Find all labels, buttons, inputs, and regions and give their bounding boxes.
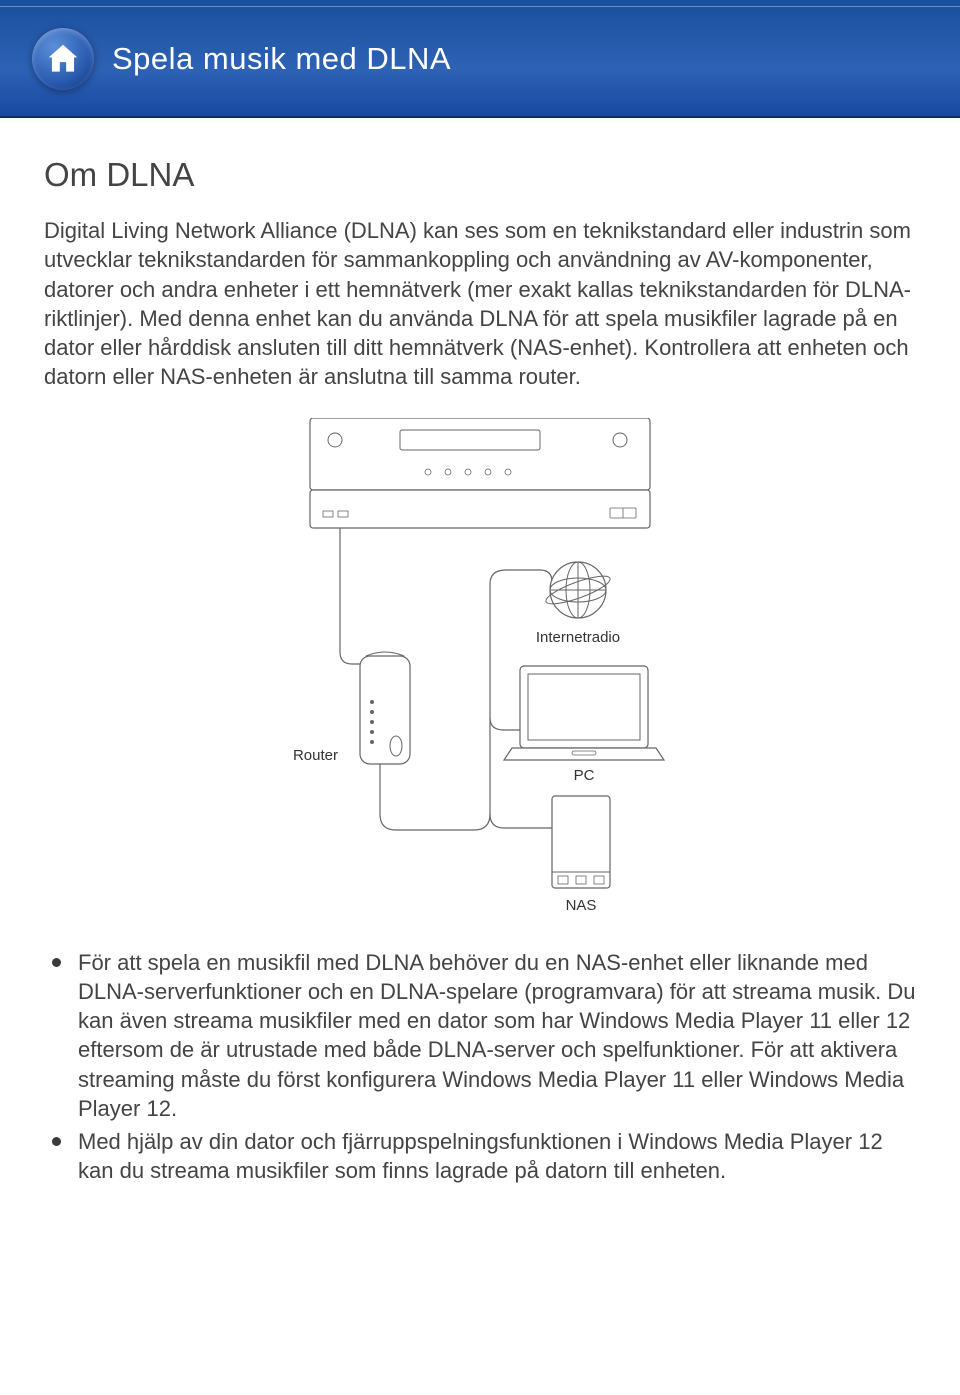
label-nas: NAS <box>566 897 597 914</box>
globe-node <box>543 562 612 618</box>
page-title: Spela musik med DLNA <box>112 41 451 77</box>
receiver-node <box>310 418 650 528</box>
network-diagram: Internetradio Router PC <box>44 418 916 918</box>
section-heading: Om DLNA <box>44 156 916 194</box>
header-divider <box>0 6 960 7</box>
content-area: Om DLNA Digital Living Network Alliance … <box>0 118 960 1230</box>
wire-router-nas <box>490 814 552 828</box>
home-icon-svg <box>44 40 82 78</box>
router-node <box>360 652 410 764</box>
bullet-list: För att spela en musikfil med DLNA behöv… <box>44 948 916 1186</box>
intro-paragraph: Digital Living Network Alliance (DLNA) k… <box>44 216 916 392</box>
list-item: Med hjälp av din dator och fjärruppspeln… <box>44 1127 916 1186</box>
label-internetradio: Internetradio <box>536 629 620 646</box>
home-icon <box>32 28 94 90</box>
diagram-svg: Internetradio Router PC <box>220 418 740 918</box>
list-item: För att spela en musikfil med DLNA behöv… <box>44 948 916 1124</box>
nas-node <box>552 796 610 888</box>
label-router: Router <box>293 747 338 764</box>
page-header: Spela musik med DLNA <box>0 0 960 118</box>
header-content: Spela musik med DLNA <box>0 0 960 90</box>
laptop-node <box>504 666 664 760</box>
label-pc: PC <box>574 767 595 784</box>
